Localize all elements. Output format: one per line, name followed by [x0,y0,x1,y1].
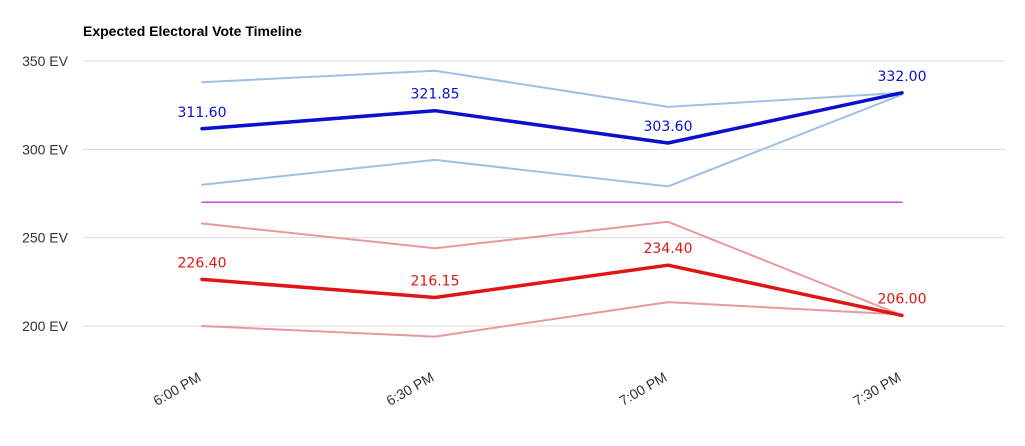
data-label: 234.40 [644,241,693,257]
x-tick-label: 7:00 PM [616,369,669,409]
x-tick-label: 6:00 PM [150,369,203,409]
y-axis-ticks: 350 EV 300 EV 250 EV 200 EV [22,53,69,334]
gridlines [83,60,1005,327]
y-tick-label: 300 EV [22,141,69,157]
x-tick-label: 7:30 PM [850,369,903,409]
y-tick-label: 200 EV [22,318,69,334]
x-tick-label: 6:30 PM [383,369,436,409]
data-label: 332.00 [878,69,927,85]
data-label: 226.40 [178,255,227,271]
data-labels: 311.60 321.85 303.60 332.00 226.40 216.15 234.… [178,69,927,308]
series-line-red_lower [201,301,903,338]
series-line-blue_lower [201,93,903,188]
y-tick-label: 350 EV [22,53,69,69]
x-axis-ticks: 6:00 PM 6:30 PM 7:00 PM 7:30 PM [150,369,903,409]
series-line-red_mean [200,263,904,318]
series-line-red_upper [201,220,903,317]
series-lines [200,69,904,338]
data-label: 216.15 [411,273,460,289]
data-label: 303.60 [644,119,693,135]
data-label: 206.00 [878,291,927,307]
y-tick-label: 250 EV [22,230,69,246]
series-line-blue_upper [201,69,903,108]
data-label: 311.60 [178,105,227,121]
series-line-blue_mean [200,91,904,145]
chart-title: Expected Electoral Vote Timeline [83,23,302,39]
data-label: 321.85 [411,87,460,103]
